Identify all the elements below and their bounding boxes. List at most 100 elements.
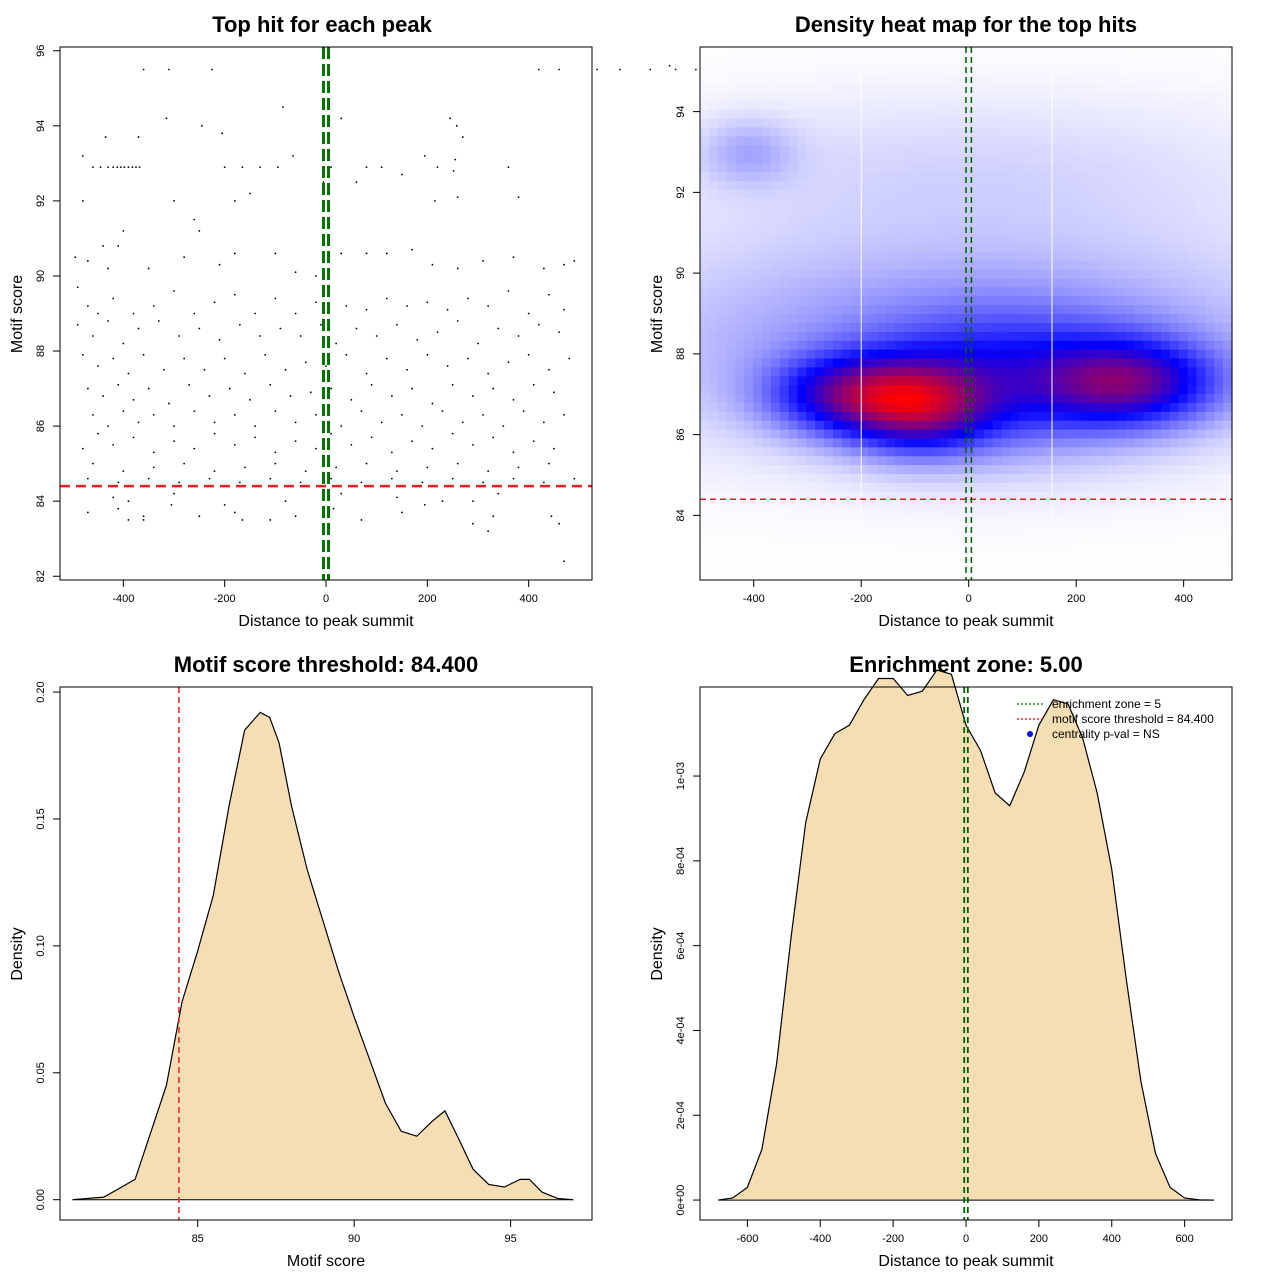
- scatter-point: [132, 312, 135, 315]
- heatmap-cell: [886, 198, 896, 208]
- heatmap-cell: [735, 100, 745, 110]
- heatmap-cell: [1045, 357, 1056, 368]
- heatmap-cell: [1063, 517, 1073, 528]
- heatmap-cell: [753, 233, 763, 244]
- heatmap-cell: [806, 189, 816, 199]
- heatmap-cell: [797, 482, 807, 492]
- heatmap-cell: [957, 82, 967, 93]
- heatmap-cell: [1028, 375, 1038, 386]
- heatmap-cell: [1223, 357, 1233, 368]
- heatmap-cell: [700, 313, 710, 323]
- heatmap-cell: [974, 295, 985, 306]
- heatmap-cell: [708, 224, 719, 235]
- heatmap-cell: [1169, 420, 1180, 430]
- heatmap-cell: [948, 544, 958, 554]
- heatmap-cell: [850, 189, 861, 199]
- heatmap-cell: [1223, 47, 1233, 57]
- heatmap-cell: [1178, 215, 1189, 226]
- heatmap-cell: [1152, 109, 1162, 119]
- heatmap-cell: [1107, 331, 1118, 341]
- heatmap-cell: [1036, 464, 1047, 474]
- heatmap-cell: [903, 47, 914, 57]
- heatmap-cell: [1001, 260, 1011, 270]
- heatmap-cell: [1134, 357, 1144, 368]
- heatmap-cell: [983, 286, 994, 297]
- heatmap-cell: [877, 198, 887, 208]
- heatmap-cell: [1001, 224, 1011, 235]
- heatmap-cell: [717, 224, 728, 235]
- heatmap-cell: [1214, 535, 1224, 546]
- heatmap-cell: [717, 393, 728, 403]
- heatmap-cell: [841, 206, 852, 217]
- heatmap-cell: [1125, 189, 1136, 199]
- heatmap-cell: [717, 553, 728, 563]
- heatmap-cell: [708, 482, 719, 492]
- heatmap-cell: [983, 242, 994, 252]
- heatmap-cell: [1169, 242, 1180, 252]
- heatmap-cell: [735, 526, 745, 537]
- heatmap-cell: [762, 233, 772, 244]
- scatter-point: [396, 470, 398, 473]
- heatmap-cell: [1001, 215, 1011, 226]
- heatmap-cell: [877, 64, 887, 75]
- heatmap-cell: [1205, 135, 1215, 146]
- scatter-point: [456, 196, 459, 199]
- heatmap-cell: [957, 100, 967, 110]
- heatmap-cell: [824, 411, 834, 421]
- heatmap-cell: [1169, 251, 1180, 261]
- scatter-point: [198, 230, 201, 232]
- heatmap-cell: [903, 482, 914, 492]
- heatmap-cell: [833, 313, 843, 323]
- heatmap-cell: [912, 455, 923, 466]
- heatmap-cell: [841, 260, 852, 270]
- heatmap-cell: [974, 500, 985, 510]
- heatmap-cell: [824, 153, 834, 164]
- heatmap-cell: [868, 189, 878, 199]
- heatmap-cell: [921, 162, 932, 172]
- heatmap-cell: [992, 322, 1003, 332]
- heatmap-cell: [1187, 286, 1198, 297]
- heatmap-cell: [1072, 446, 1082, 457]
- heatmap-cell: [1223, 562, 1233, 572]
- heatmap-cell: [1187, 553, 1198, 563]
- heatmap-cell: [1099, 508, 1109, 519]
- heatmap-cell: [744, 508, 754, 519]
- heatmap-cell: [753, 553, 763, 563]
- heatmap-cell: [1134, 82, 1144, 93]
- heatmap-cell: [1081, 491, 1091, 501]
- heatmap-cell: [708, 455, 719, 466]
- distance-density-ytick-label: 2e-04: [675, 1101, 687, 1129]
- heatmap-cell: [1196, 340, 1206, 350]
- scatter-point: [492, 515, 495, 518]
- heatmap-cell: [1090, 437, 1100, 448]
- heatmap-cell: [779, 402, 790, 412]
- heatmap-cell: [1072, 526, 1082, 537]
- heatmap-cell: [1045, 82, 1056, 93]
- scatter-point: [380, 421, 383, 424]
- heatmap-cell: [841, 295, 852, 306]
- heatmap-cell: [868, 411, 878, 421]
- heatmap-cell: [886, 331, 896, 341]
- heatmap-cell: [1019, 251, 1029, 261]
- heatmap-cell: [1196, 215, 1206, 226]
- heatmap-cell: [868, 420, 878, 430]
- heatmap-cell: [841, 55, 852, 66]
- heatmap-cell: [992, 313, 1003, 323]
- scatter-point: [314, 301, 317, 304]
- heatmap-cell: [974, 464, 985, 474]
- heatmap-cell: [1063, 526, 1073, 537]
- heatmap-cell: [1045, 313, 1056, 323]
- scatter-point: [497, 327, 500, 330]
- heatmap-cell: [841, 135, 852, 146]
- heatmap-cell: [788, 180, 799, 190]
- heatmap-cell: [770, 286, 781, 297]
- heatmap-cell: [1178, 420, 1189, 430]
- heatmap-cell: [1063, 402, 1073, 412]
- heatmap-cell: [1028, 402, 1038, 412]
- heatmap-cell: [966, 491, 976, 501]
- heatmap-cell: [806, 55, 816, 66]
- heatmap-cell: [806, 375, 816, 386]
- heatmap-cell: [1036, 73, 1047, 84]
- heatmap-cell: [1028, 526, 1038, 537]
